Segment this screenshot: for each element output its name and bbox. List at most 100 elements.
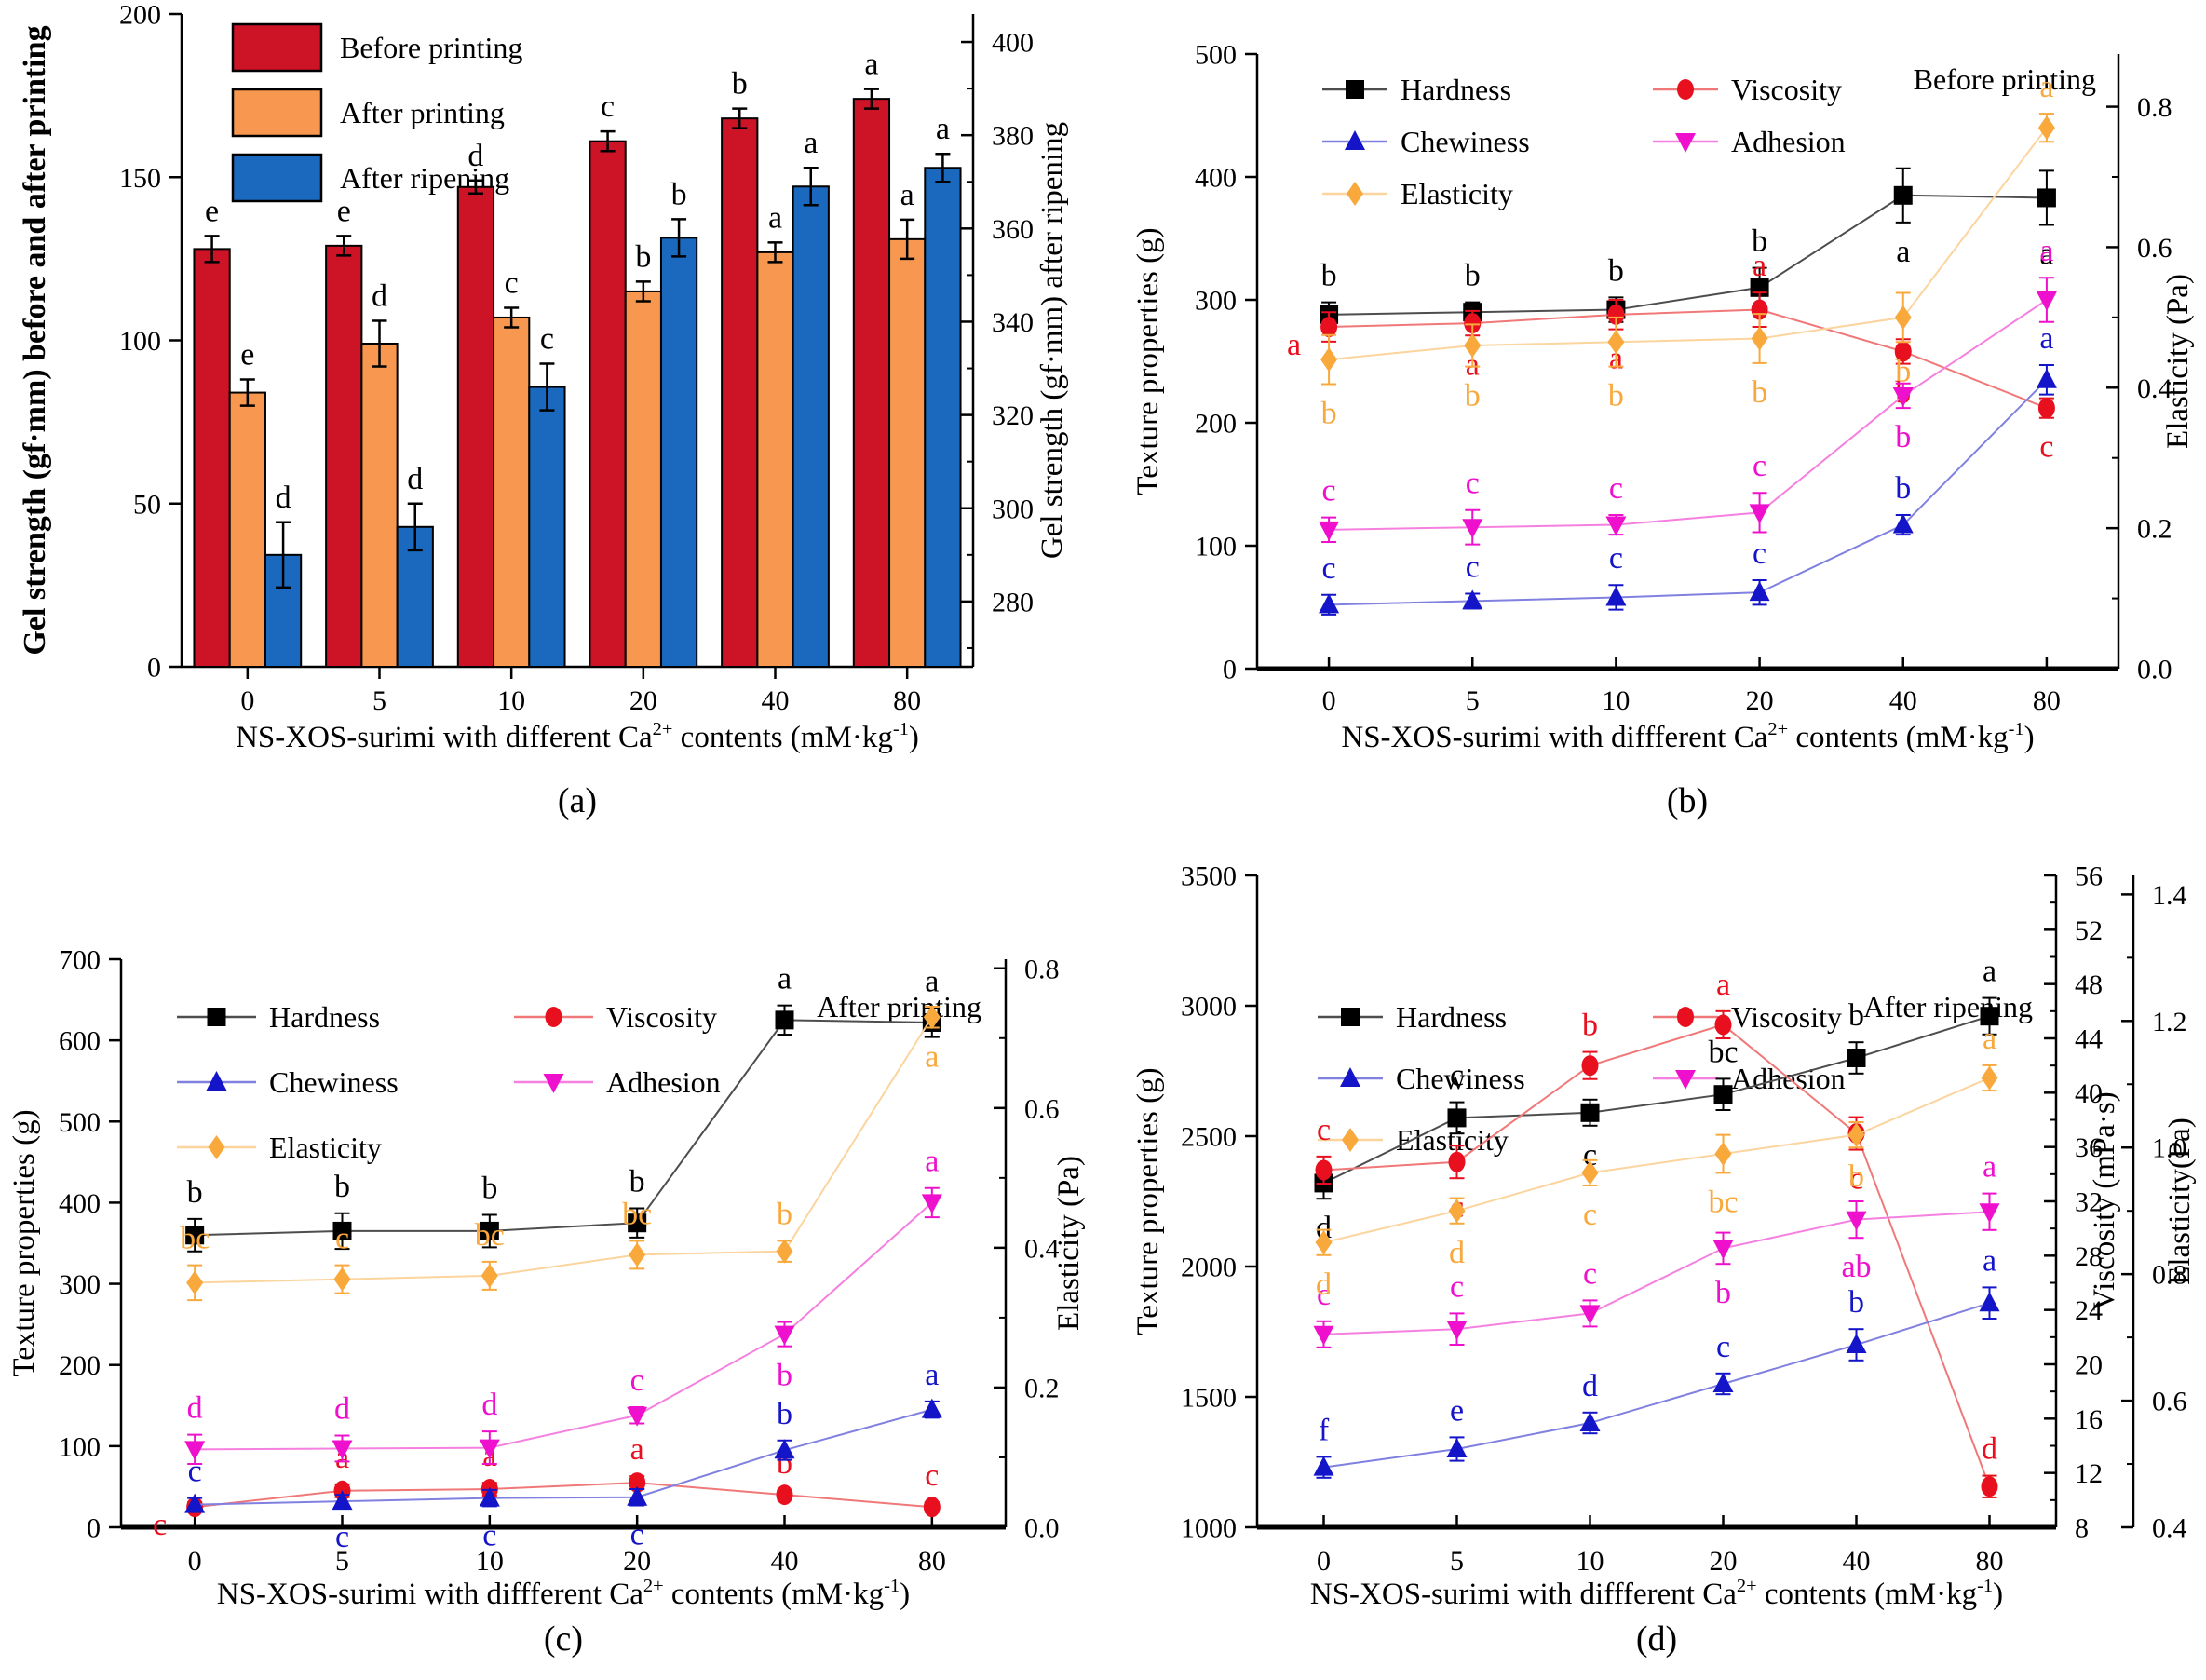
tick-label: 500 bbox=[59, 1107, 101, 1138]
panel-condition-title: After printing bbox=[817, 990, 981, 1023]
sig-letter: b bbox=[1465, 259, 1481, 293]
diamond-marker bbox=[1981, 1065, 1998, 1091]
triangle-up-marker bbox=[332, 1490, 353, 1511]
sig-letter: c bbox=[335, 1520, 349, 1554]
bar-after-ripening: d bbox=[264, 481, 303, 668]
left-axis: 1000 1500 2000 2500 3000 3500 Texture properti… bbox=[1131, 861, 1259, 1544]
tick-label: 0.0 bbox=[2137, 655, 2172, 685]
sig-letter: c bbox=[1466, 549, 1480, 584]
square-marker bbox=[775, 1010, 794, 1030]
x-tick-label: 20 bbox=[1710, 1546, 1738, 1577]
tick-label: 1.2 bbox=[2152, 1007, 2187, 1037]
sig-letter: b bbox=[1321, 259, 1337, 293]
square-marker bbox=[1847, 1049, 1866, 1067]
tick-label: 300 bbox=[1195, 286, 1237, 317]
sig-letter: d bbox=[334, 1392, 350, 1427]
triangle-down-marker bbox=[1892, 386, 1914, 407]
tick-label: 100 bbox=[1195, 532, 1237, 562]
tick-label: 0.6 bbox=[2137, 233, 2172, 264]
axis-title: Viscosity (mPa·s) bbox=[2088, 1091, 2121, 1310]
sig-letter: b bbox=[1848, 1285, 1864, 1320]
square-marker bbox=[185, 1226, 205, 1245]
triangle-up-marker bbox=[1345, 130, 1365, 150]
sig-letter: b bbox=[334, 1170, 350, 1204]
legend-label: Adhesion bbox=[606, 1065, 721, 1099]
sig-letter: a bbox=[2039, 237, 2053, 271]
legend-label: Before printing bbox=[340, 31, 522, 64]
triangle-up-marker bbox=[1712, 1373, 1734, 1392]
panel-d-after-ripening-line-chart: 1000 1500 2000 2500 3000 3500 Texture properti… bbox=[1103, 838, 2206, 1680]
bar-before-printing: e bbox=[325, 194, 363, 668]
legend-label: Chewiness bbox=[1401, 125, 1530, 158]
legend-label: Hardness bbox=[269, 1000, 380, 1034]
tick-label: 400 bbox=[1195, 163, 1237, 194]
sig-letter: d bbox=[276, 481, 291, 515]
tick-label: 380 bbox=[992, 121, 1034, 152]
axis-title: Texture properties (g) bbox=[1131, 227, 1165, 495]
triangle-up-marker bbox=[1319, 593, 1340, 614]
triangle-down-marker bbox=[2036, 291, 2057, 311]
sig-letter: c bbox=[630, 1363, 644, 1398]
sig-letter: b bbox=[671, 177, 687, 211]
x-tick-label: 80 bbox=[1976, 1546, 2004, 1577]
diamond-marker bbox=[480, 1263, 498, 1288]
legend-label: Chewiness bbox=[269, 1065, 399, 1099]
triangle-up-marker bbox=[1892, 513, 1914, 534]
triangle-down-marker bbox=[1319, 521, 1340, 541]
square-marker bbox=[628, 1213, 647, 1233]
x-axis: 0 5 10 20 40 80 NS-XOS-surimi with diffferent … bbox=[121, 1515, 1006, 1611]
diamond-marker bbox=[1315, 1230, 1333, 1255]
circle-marker bbox=[1581, 1055, 1599, 1077]
bar-after-ripening: a bbox=[792, 126, 830, 668]
diamond-marker bbox=[1751, 326, 1768, 351]
sig-letter: a bbox=[925, 1040, 939, 1075]
sig-letter: d bbox=[372, 278, 387, 313]
triangle-up-marker bbox=[1579, 1412, 1601, 1431]
tick-label: 0.6 bbox=[1024, 1093, 1060, 1124]
tick-label: 0.8 bbox=[1024, 954, 1060, 984]
sig-letter: b bbox=[629, 1165, 645, 1199]
x-tick-label: 40 bbox=[1889, 685, 1917, 716]
bar-after-ripening: b bbox=[659, 177, 698, 668]
tick-label: 200 bbox=[119, 0, 161, 31]
sig-letter: bc bbox=[475, 1218, 505, 1253]
circle-marker bbox=[776, 1484, 793, 1506]
panel-a-caption: (a) bbox=[557, 781, 598, 820]
x-tick-label: 40 bbox=[762, 685, 790, 716]
bar-after-ripening: a bbox=[924, 112, 962, 668]
sig-letter: b bbox=[777, 1359, 792, 1393]
tick-label: 20 bbox=[2075, 1350, 2103, 1381]
triangle-down-marker bbox=[543, 1074, 564, 1093]
sig-letter: bc bbox=[1708, 1185, 1738, 1219]
sig-letter: a bbox=[2039, 321, 2053, 356]
sig-letter: c bbox=[1583, 1198, 1597, 1232]
tick-label: 0 bbox=[1223, 655, 1237, 685]
sig-letter: d bbox=[187, 1391, 203, 1426]
tick-label: 0.4 bbox=[2152, 1513, 2187, 1544]
series-line bbox=[1323, 1015, 1990, 1185]
diamond-marker bbox=[1714, 1142, 1732, 1167]
legend-label: Elasticity bbox=[1396, 1123, 1509, 1157]
sig-letter: b bbox=[1895, 354, 1911, 388]
tick-label: 300 bbox=[59, 1269, 101, 1300]
tick-label: 0.8 bbox=[2137, 92, 2172, 123]
triangle-down-marker bbox=[1675, 1070, 1696, 1090]
bar bbox=[456, 185, 495, 668]
tick-label: 1.4 bbox=[2152, 880, 2187, 911]
triangle-down-marker bbox=[1675, 133, 1696, 153]
tick-label: 320 bbox=[992, 400, 1034, 431]
diamond-marker bbox=[923, 1005, 941, 1030]
tick-label: 150 bbox=[119, 163, 161, 194]
bar-before-printing: d bbox=[456, 139, 495, 668]
triangle-up-marker bbox=[206, 1071, 227, 1091]
sig-letter: a bbox=[925, 1358, 939, 1392]
tick-label: 0.4 bbox=[1024, 1233, 1060, 1264]
sig-letter: f bbox=[1319, 1413, 1330, 1447]
sig-letter: a bbox=[1983, 1243, 1996, 1278]
sig-letter: bc bbox=[1708, 1035, 1738, 1069]
sig-letter: c bbox=[925, 1458, 939, 1493]
tick-label: 0.0 bbox=[1024, 1513, 1060, 1544]
